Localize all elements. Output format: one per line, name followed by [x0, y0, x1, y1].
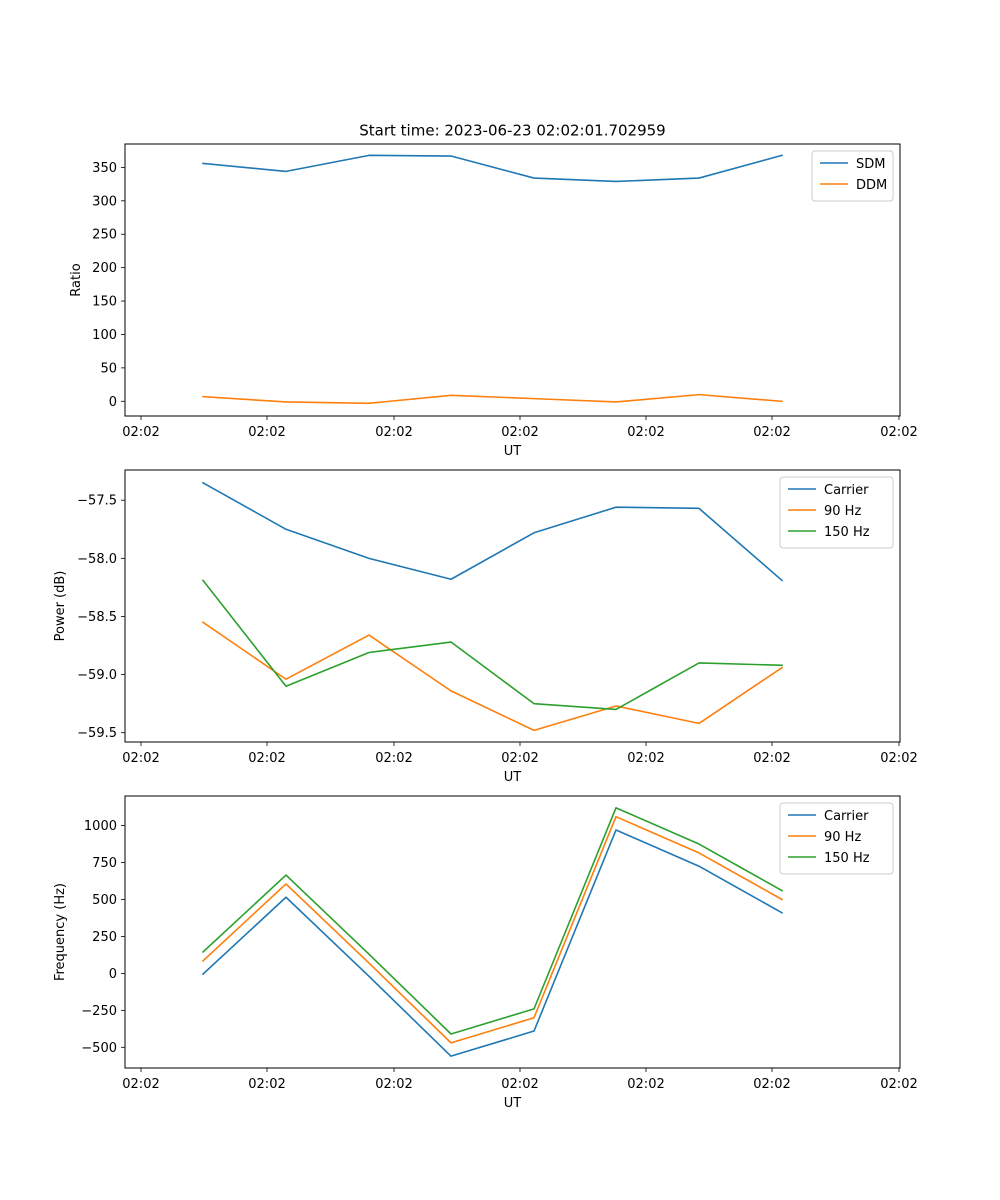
y-tick-label: 200	[92, 261, 117, 276]
series-line-carrier	[201, 829, 784, 1057]
y-tick-label: −500	[81, 1041, 117, 1056]
x-axis-label: UT	[504, 1096, 522, 1111]
legend-label: DDM	[856, 178, 887, 193]
x-tick-label: 02:02	[501, 751, 538, 766]
y-tick-label: 50	[100, 361, 117, 376]
legend-label: 90 Hz	[824, 504, 861, 519]
y-tick-label: 100	[92, 328, 117, 343]
legend-label: 150 Hz	[824, 525, 870, 540]
legend: Carrier 90 Hz 150 Hz	[779, 476, 894, 549]
x-axis-label: UT	[504, 770, 522, 785]
x-tick-label: 02:02	[627, 1077, 664, 1092]
series-line-150-hz	[201, 579, 783, 711]
x-tick-label: 02:02	[627, 751, 664, 766]
y-tick-label: −59.5	[77, 726, 117, 741]
chart-3: 02:02 02:02 02:02 02:02 02:02 02:02 02:02 −500 −…	[53, 795, 918, 1111]
chart-panels: 02:02 02:02 02:02 02:02 02:02 02:02 02:02 0 50 10…	[53, 143, 918, 1111]
x-tick-label: 02:02	[122, 425, 159, 440]
x-tick-label: 02:02	[880, 425, 917, 440]
x-tick-label: 02:02	[880, 751, 917, 766]
axes-frame	[124, 795, 901, 1069]
y-axis-label: Ratio	[69, 263, 84, 296]
series-line-ddm	[202, 393, 783, 405]
y-tick-label: 250	[92, 930, 117, 945]
x-tick-label: 02:02	[375, 425, 412, 440]
legend-label: Carrier	[824, 809, 869, 824]
y-axis-label: Frequency (Hz)	[53, 883, 68, 981]
x-tick-label: 02:02	[248, 425, 285, 440]
x-tick-label: 02:02	[753, 751, 790, 766]
chart-2: 02:02 02:02 02:02 02:02 02:02 02:02 02:02 −59.5…	[53, 469, 918, 785]
series-line-90-hz	[201, 621, 784, 732]
y-tick-label: 1000	[84, 819, 117, 834]
chart-1: 02:02 02:02 02:02 02:02 02:02 02:02 02:02 0 50 10…	[69, 143, 918, 459]
y-tick-label: 0	[109, 967, 117, 982]
series-line-150-hz	[201, 807, 784, 1035]
y-axis-label: Power (dB)	[53, 571, 68, 642]
x-axis-label: UT	[504, 444, 522, 459]
y-tick-label: 300	[92, 194, 117, 209]
legend-label: Carrier	[824, 483, 869, 498]
series-line-carrier	[201, 481, 784, 582]
x-tick-label: 02:02	[753, 425, 790, 440]
legend-label: 90 Hz	[824, 830, 861, 845]
x-tick-label: 02:02	[880, 1077, 917, 1092]
axes-frame	[124, 469, 901, 743]
legend-label: 150 Hz	[824, 851, 870, 866]
x-tick-label: 02:02	[122, 1077, 159, 1092]
x-tick-label: 02:02	[375, 1077, 412, 1092]
y-tick-label: 250	[92, 228, 117, 243]
y-tick-label: −59.0	[77, 668, 117, 683]
y-tick-label: −58.5	[77, 610, 117, 625]
x-tick-label: 02:02	[501, 425, 538, 440]
x-tick-label: 02:02	[753, 1077, 790, 1092]
legend-label: SDM	[856, 157, 885, 172]
y-tick-label: −57.5	[77, 494, 117, 509]
x-tick-label: 02:02	[501, 1077, 538, 1092]
y-tick-label: 150	[92, 295, 117, 310]
x-tick-label: 02:02	[627, 425, 664, 440]
legend: SDM DDM	[811, 150, 894, 202]
figure-title: Start time: 2023-06-23 02:02:01.702959	[359, 122, 665, 140]
series-line-90-hz	[201, 815, 784, 1044]
x-tick-label: 02:02	[122, 751, 159, 766]
axes-frame	[124, 143, 901, 417]
x-tick-label: 02:02	[248, 1077, 285, 1092]
y-tick-label: −58.0	[77, 552, 117, 567]
legend: Carrier 90 Hz 150 Hz	[779, 802, 894, 875]
y-tick-label: 0	[109, 395, 117, 410]
series-line-sdm	[202, 154, 783, 183]
x-tick-label: 02:02	[248, 751, 285, 766]
y-tick-label: 500	[92, 893, 117, 908]
y-tick-label: −250	[81, 1004, 117, 1019]
y-tick-label: 350	[92, 161, 117, 176]
y-tick-label: 750	[92, 856, 117, 871]
x-tick-label: 02:02	[375, 751, 412, 766]
